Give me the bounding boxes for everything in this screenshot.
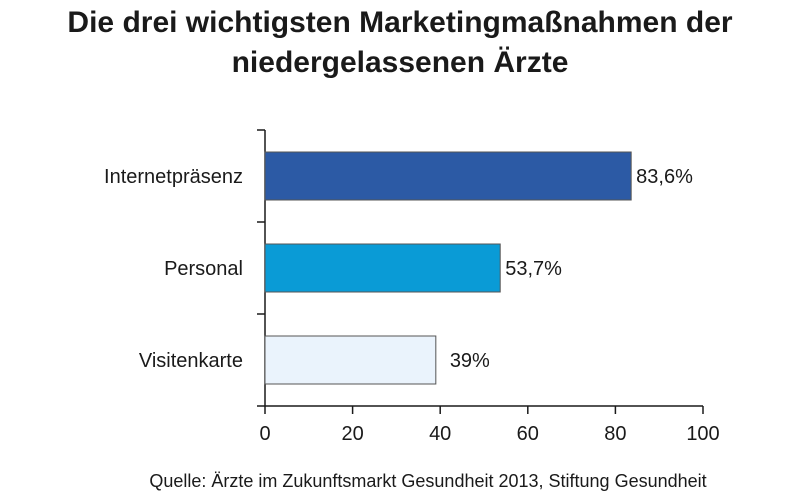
value-label: 83,6% [636, 166, 693, 188]
x-tick-label: 0 [259, 423, 270, 445]
bar-visitenkarte [264, 335, 437, 385]
bar-personal [264, 243, 501, 293]
bar-internetpräsenz [264, 151, 632, 201]
category-label: Visitenkarte [139, 350, 243, 372]
x-tick-label: 40 [429, 423, 451, 445]
chart-title-line-1: Die drei wichtigsten Marketingmaßnahmen … [67, 6, 732, 39]
source-note: Quelle: Ärzte im Zukunftsmarkt Gesundhei… [149, 471, 706, 491]
chart-title-line-2: niedergelassenen Ärzte [232, 46, 569, 79]
x-tick-label: 100 [686, 423, 719, 445]
x-tick-label: 60 [517, 423, 539, 445]
category-label: Internetpräsenz [104, 166, 243, 188]
x-tick-label: 80 [604, 423, 626, 445]
plot-area: 0 20 40 60 80 100 Internetpräsenz 83,6% Personal… [104, 129, 720, 445]
category-label: Personal [164, 258, 243, 280]
x-tick-label: 20 [341, 423, 363, 445]
value-label: 53,7% [505, 258, 562, 280]
value-label: 39% [450, 350, 490, 372]
